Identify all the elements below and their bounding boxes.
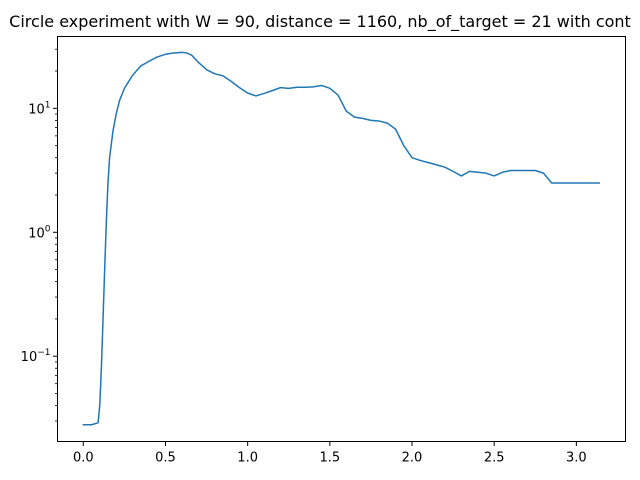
plot-area [82,51,601,426]
y-axis: 10−1 100 101 [21,48,58,422]
x-axis: 0.0 0.5 1.0 1.5 2.0 2.5 3.0 [73,441,587,466]
x-tick-label: 2.5 [484,451,505,466]
y-tick-label: 100 [28,224,51,241]
x-tick-label: 0.5 [155,451,176,466]
x-tick-label: 0.0 [73,451,94,466]
x-tick-label: 1.5 [319,451,340,466]
x-tick-label: 2.0 [402,451,423,466]
y-tick-label: 101 [28,100,50,117]
axes-frame [57,36,626,442]
series-line [82,51,601,426]
x-tick-label: 1.0 [237,451,258,466]
y-tick-label: 10−1 [21,348,51,365]
chart-title: Circle experiment with W = 90, distance … [9,12,631,32]
x-tick-label: 3.0 [566,451,587,466]
